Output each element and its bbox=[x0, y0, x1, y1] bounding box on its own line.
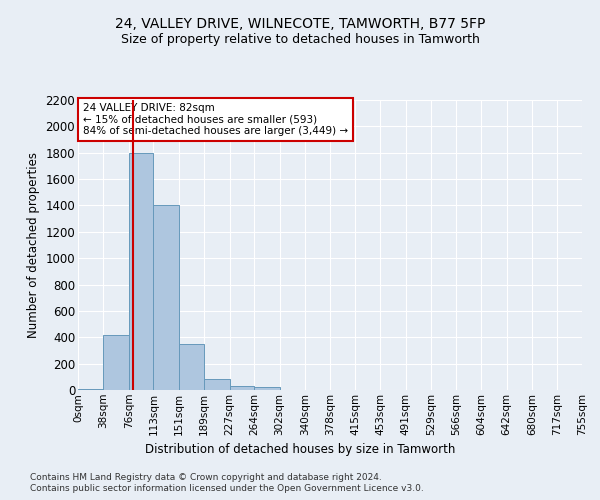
Text: Distribution of detached houses by size in Tamworth: Distribution of detached houses by size … bbox=[145, 442, 455, 456]
Text: Contains HM Land Registry data © Crown copyright and database right 2024.: Contains HM Land Registry data © Crown c… bbox=[30, 472, 382, 482]
Bar bbox=[129, 152, 154, 390]
Bar bbox=[204, 380, 230, 390]
Bar bbox=[230, 386, 254, 390]
Text: Contains public sector information licensed under the Open Government Licence v3: Contains public sector information licen… bbox=[30, 484, 424, 493]
Bar bbox=[78, 388, 103, 390]
Bar bbox=[254, 388, 280, 390]
Text: 24, VALLEY DRIVE, WILNECOTE, TAMWORTH, B77 5FP: 24, VALLEY DRIVE, WILNECOTE, TAMWORTH, B… bbox=[115, 18, 485, 32]
Y-axis label: Number of detached properties: Number of detached properties bbox=[27, 152, 40, 338]
Bar bbox=[179, 344, 204, 390]
Text: 24 VALLEY DRIVE: 82sqm
← 15% of detached houses are smaller (593)
84% of semi-de: 24 VALLEY DRIVE: 82sqm ← 15% of detached… bbox=[83, 103, 348, 136]
Bar bbox=[103, 334, 129, 390]
Text: Size of property relative to detached houses in Tamworth: Size of property relative to detached ho… bbox=[121, 32, 479, 46]
Bar bbox=[154, 206, 179, 390]
